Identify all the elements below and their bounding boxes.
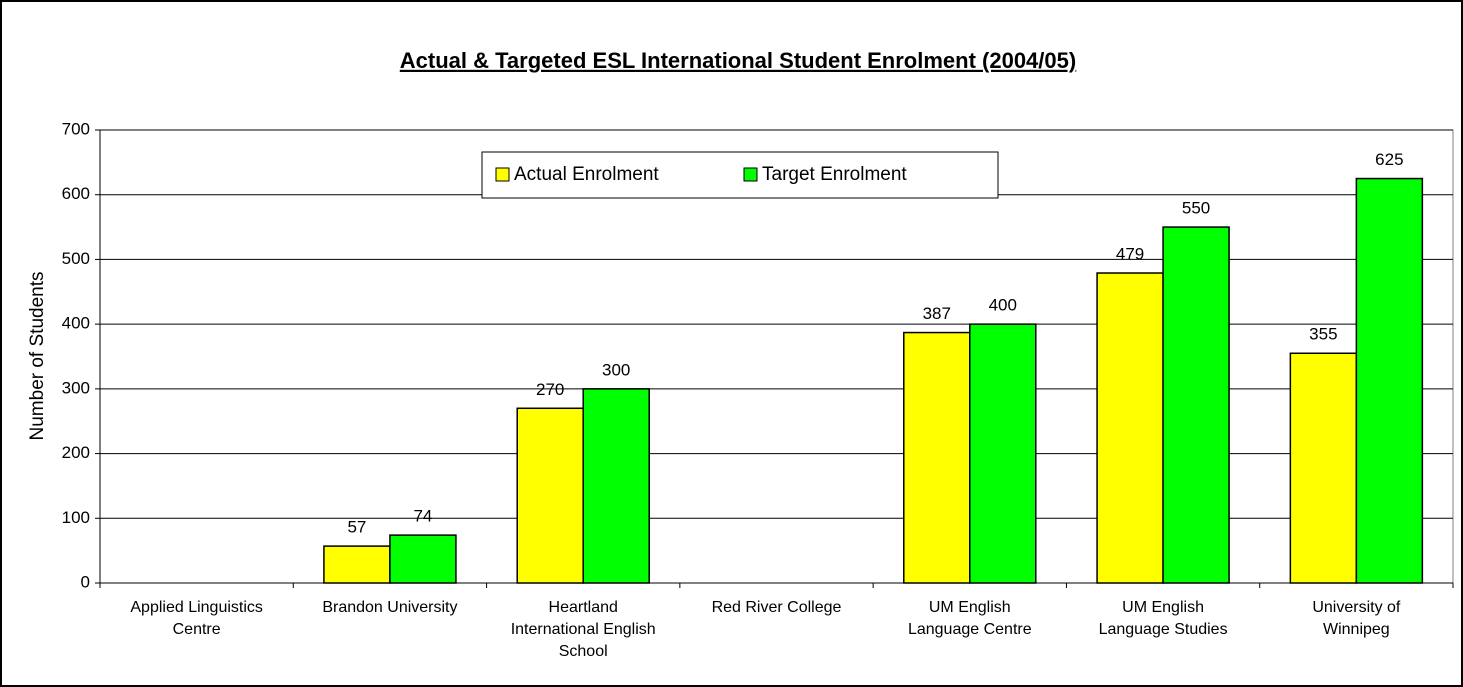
y-tick-label: 500 xyxy=(62,249,90,268)
x-tick-label: UM English Language Studies xyxy=(1098,599,1228,638)
chart-title: Actual & Targeted ESL International Stud… xyxy=(400,48,1076,73)
data-label: 355 xyxy=(1309,325,1337,344)
data-label: 550 xyxy=(1182,199,1210,218)
bar xyxy=(1355,177,1424,584)
data-label: 625 xyxy=(1375,150,1403,169)
y-tick-label: 300 xyxy=(62,378,90,397)
y-tick-label: 600 xyxy=(62,184,90,203)
y-tick-label: 200 xyxy=(62,443,90,462)
bar xyxy=(389,534,457,584)
data-label: 57 xyxy=(347,518,366,537)
x-tick-label: Brandon University xyxy=(322,599,458,616)
legend-label: Actual Enrolment xyxy=(514,164,659,185)
bar xyxy=(1162,226,1230,584)
legend-swatch xyxy=(495,167,510,182)
legend-box xyxy=(481,151,999,199)
x-tick-label: Red River College xyxy=(711,599,842,616)
y-tick-label: 0 xyxy=(81,572,90,591)
bar xyxy=(969,323,1037,584)
y-axis-label: Number of Students xyxy=(27,272,48,441)
bar xyxy=(1289,352,1358,584)
data-label: 400 xyxy=(989,296,1017,315)
bar xyxy=(903,331,971,584)
data-label: 300 xyxy=(602,360,630,379)
data-label: 74 xyxy=(413,507,432,526)
x-tick-label: UM English Language Centre xyxy=(907,599,1032,638)
y-tick-label: 400 xyxy=(62,314,90,333)
bar xyxy=(582,388,650,584)
x-tick-label: University of Winnipeg xyxy=(1312,599,1401,638)
legend-swatch xyxy=(743,167,758,182)
legend-label: Target Enrolment xyxy=(762,164,907,185)
x-tick-label: Applied Linguistics Centre xyxy=(130,599,263,638)
data-label: 387 xyxy=(923,304,951,323)
x-tick-label: Heartland International English School xyxy=(510,599,656,660)
y-tick-label: 700 xyxy=(62,119,90,138)
bar xyxy=(1096,272,1164,584)
data-label: 479 xyxy=(1116,245,1144,264)
bar xyxy=(323,545,391,584)
bar xyxy=(516,407,584,584)
y-tick-label: 100 xyxy=(62,508,90,527)
data-label: 270 xyxy=(536,380,564,399)
